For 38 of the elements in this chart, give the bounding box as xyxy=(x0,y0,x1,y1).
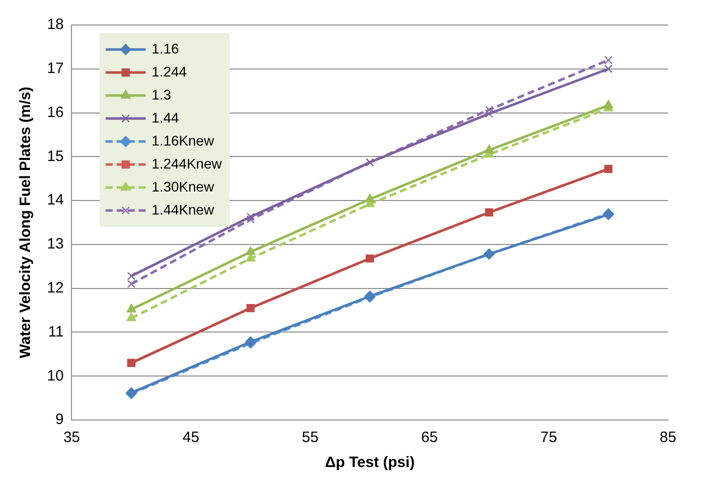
y-tick-label: 16 xyxy=(46,104,64,121)
point xyxy=(126,312,136,322)
point xyxy=(246,246,256,255)
x-tick-label: 55 xyxy=(302,429,319,446)
x-tick-label: 65 xyxy=(421,429,438,446)
x-tick-label: 75 xyxy=(540,429,558,446)
legend-label: 1.30Knew xyxy=(152,178,215,194)
point xyxy=(604,100,614,108)
point xyxy=(127,272,136,280)
x-axis-title: Δp Test (psi) xyxy=(325,454,415,472)
point xyxy=(127,280,136,288)
legend-label: 1.3 xyxy=(152,86,172,102)
y-tick-label: 11 xyxy=(48,323,64,340)
point xyxy=(484,144,494,154)
y-axis-title: Water Velocity Along Fuel Plates (m/s) xyxy=(17,86,34,358)
y-tick-label: 15 xyxy=(46,148,64,165)
y-tick-label: 12 xyxy=(46,279,64,296)
y-tick-label: 18 xyxy=(46,16,64,34)
y-tick-label: 13 xyxy=(46,236,64,253)
legend-label: 1.16 xyxy=(152,40,180,56)
point xyxy=(246,212,255,221)
y-tick-label: 10 xyxy=(46,367,64,384)
point xyxy=(126,304,136,312)
point xyxy=(484,110,494,118)
x-tick-label: 35 xyxy=(63,429,80,446)
y-tick-label: 14 xyxy=(46,192,64,209)
x-tick-label: 85 xyxy=(660,429,676,446)
x-tick-label: 45 xyxy=(182,429,200,446)
point xyxy=(365,194,375,202)
y-tick-label: 17 xyxy=(46,60,64,78)
point xyxy=(604,56,613,64)
point xyxy=(604,64,613,74)
legend-label: 1.244 xyxy=(152,63,187,80)
legend-label: 1.16Knew xyxy=(152,132,215,148)
y-tick-label: 9 xyxy=(55,411,64,428)
legend-label: 1.44 xyxy=(152,109,180,126)
legend-label: 1.44Knew xyxy=(152,201,215,218)
legend-label: 1.244Knew xyxy=(152,155,223,172)
